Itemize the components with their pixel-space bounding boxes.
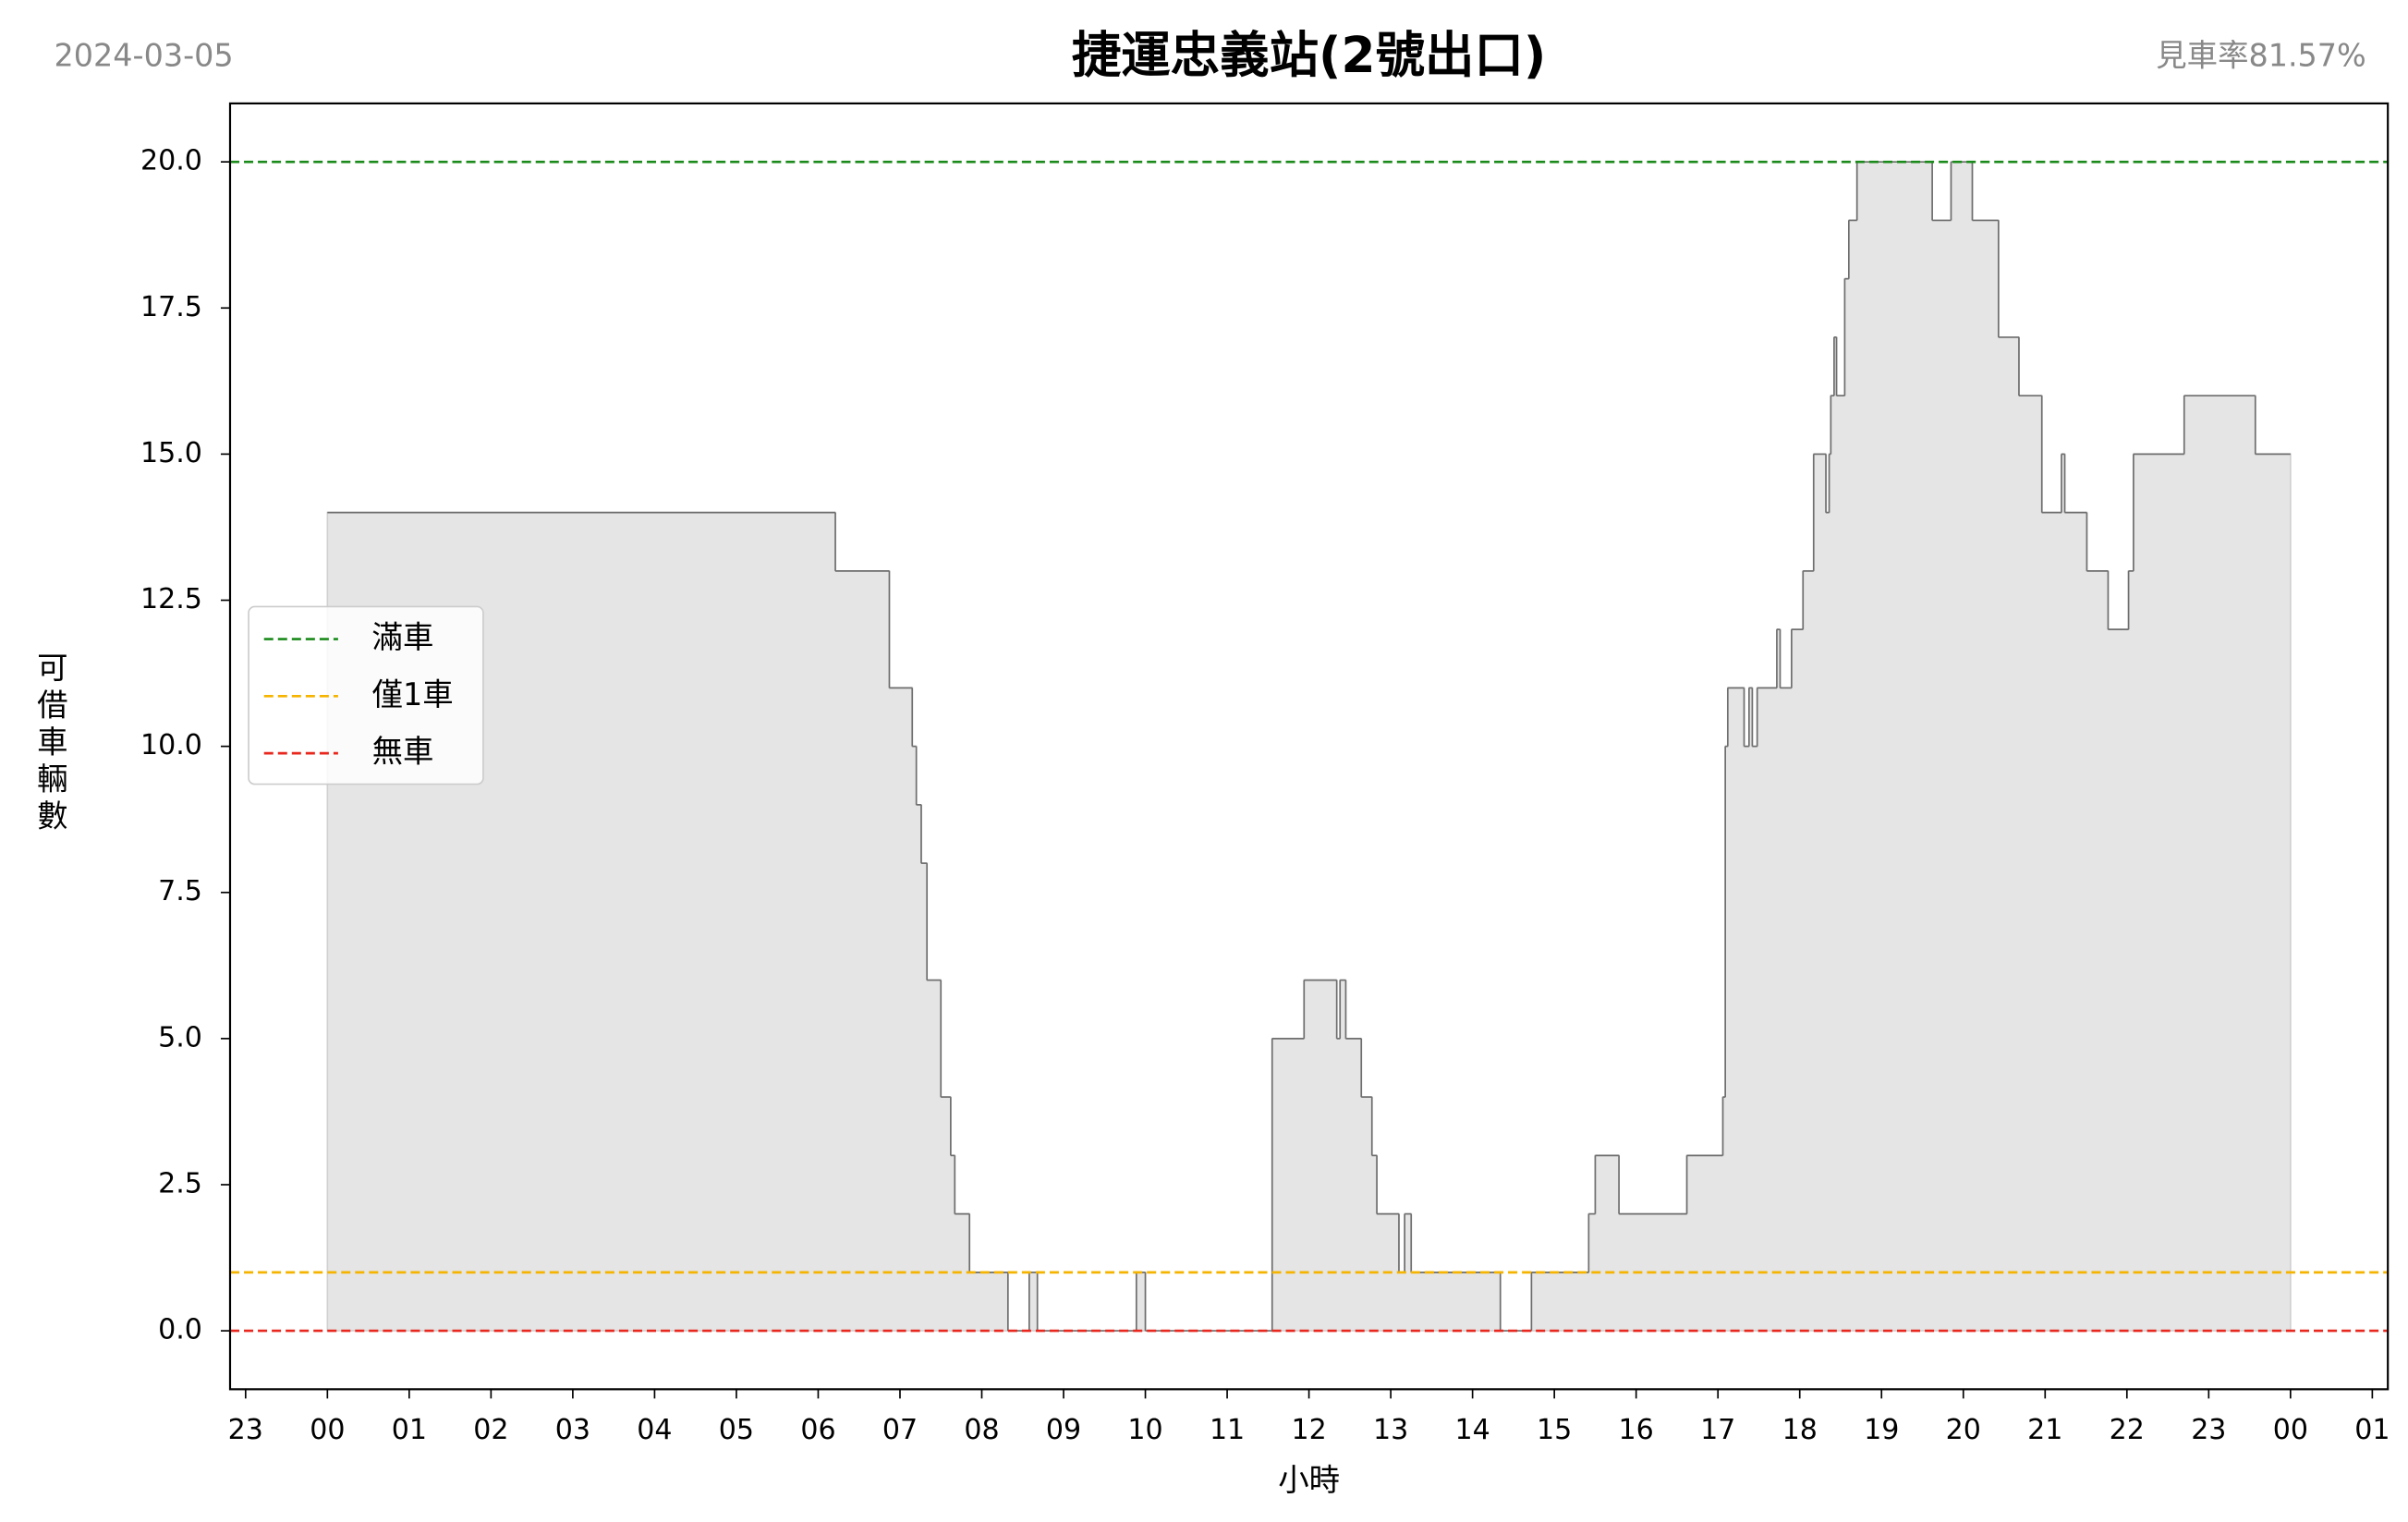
y-tick-label: 15.0: [140, 437, 202, 469]
legend-label: 僅1車: [372, 676, 454, 712]
y-tick-label: 10.0: [140, 729, 202, 761]
y-tick-label: 2.5: [158, 1167, 202, 1199]
x-tick-label: 16: [1619, 1414, 1654, 1446]
x-tick-label: 01: [392, 1414, 427, 1446]
x-axis-label: 小時: [1278, 1462, 1340, 1498]
x-tick-label: 07: [882, 1414, 918, 1446]
y-tick-label: 20.0: [140, 145, 202, 177]
chart-title: 捷運忠義站(2號出口): [1072, 26, 1547, 84]
legend-label: 無車: [372, 734, 434, 770]
x-tick-label: 10: [1127, 1414, 1162, 1446]
y-tick-label: 0.0: [158, 1314, 202, 1346]
x-tick-label: 11: [1210, 1414, 1245, 1446]
date: 2024-03-05: [55, 37, 234, 73]
x-tick-label: 01: [2354, 1414, 2390, 1446]
x-tick-label: 12: [1291, 1414, 1326, 1446]
x-tick-label: 17: [1700, 1414, 1735, 1446]
x-tick-label: 00: [310, 1414, 345, 1446]
legend-box: [248, 605, 484, 785]
y-tick-label: 7.5: [158, 875, 202, 907]
x-tick-label: 00: [2273, 1414, 2308, 1446]
y-tick-label: 17.5: [140, 291, 202, 323]
x-tick-label: 13: [1373, 1414, 1408, 1446]
x-tick-label: 18: [1782, 1414, 1818, 1446]
x-tick-label: 20: [1946, 1414, 1981, 1446]
x-tick-label: 06: [800, 1414, 835, 1446]
x-tick-label: 02: [473, 1414, 508, 1446]
y-axis-label: 可借車輛數: [31, 651, 67, 836]
x-tick-label: 03: [555, 1414, 590, 1446]
rate: 見車率81.57%: [2156, 37, 2366, 73]
x-tick-label: 14: [1455, 1414, 1490, 1446]
x-tick-label: 09: [1046, 1414, 1081, 1446]
x-tick-label: 23: [2191, 1414, 2226, 1446]
x-tick-label: 15: [1537, 1414, 1572, 1446]
y-tick-label: 12.5: [140, 583, 202, 615]
x-tick-label: 08: [964, 1414, 999, 1446]
x-tick-label: 19: [1864, 1414, 1899, 1446]
y-tick-label: 5.0: [158, 1021, 202, 1053]
x-tick-label: 23: [228, 1414, 263, 1446]
x-tick-label: 04: [637, 1414, 672, 1446]
x-tick-label: 21: [2027, 1414, 2062, 1446]
legend-label: 滿車: [372, 619, 434, 655]
x-tick-label: 22: [2110, 1414, 2145, 1446]
x-tick-label: 05: [719, 1414, 754, 1446]
